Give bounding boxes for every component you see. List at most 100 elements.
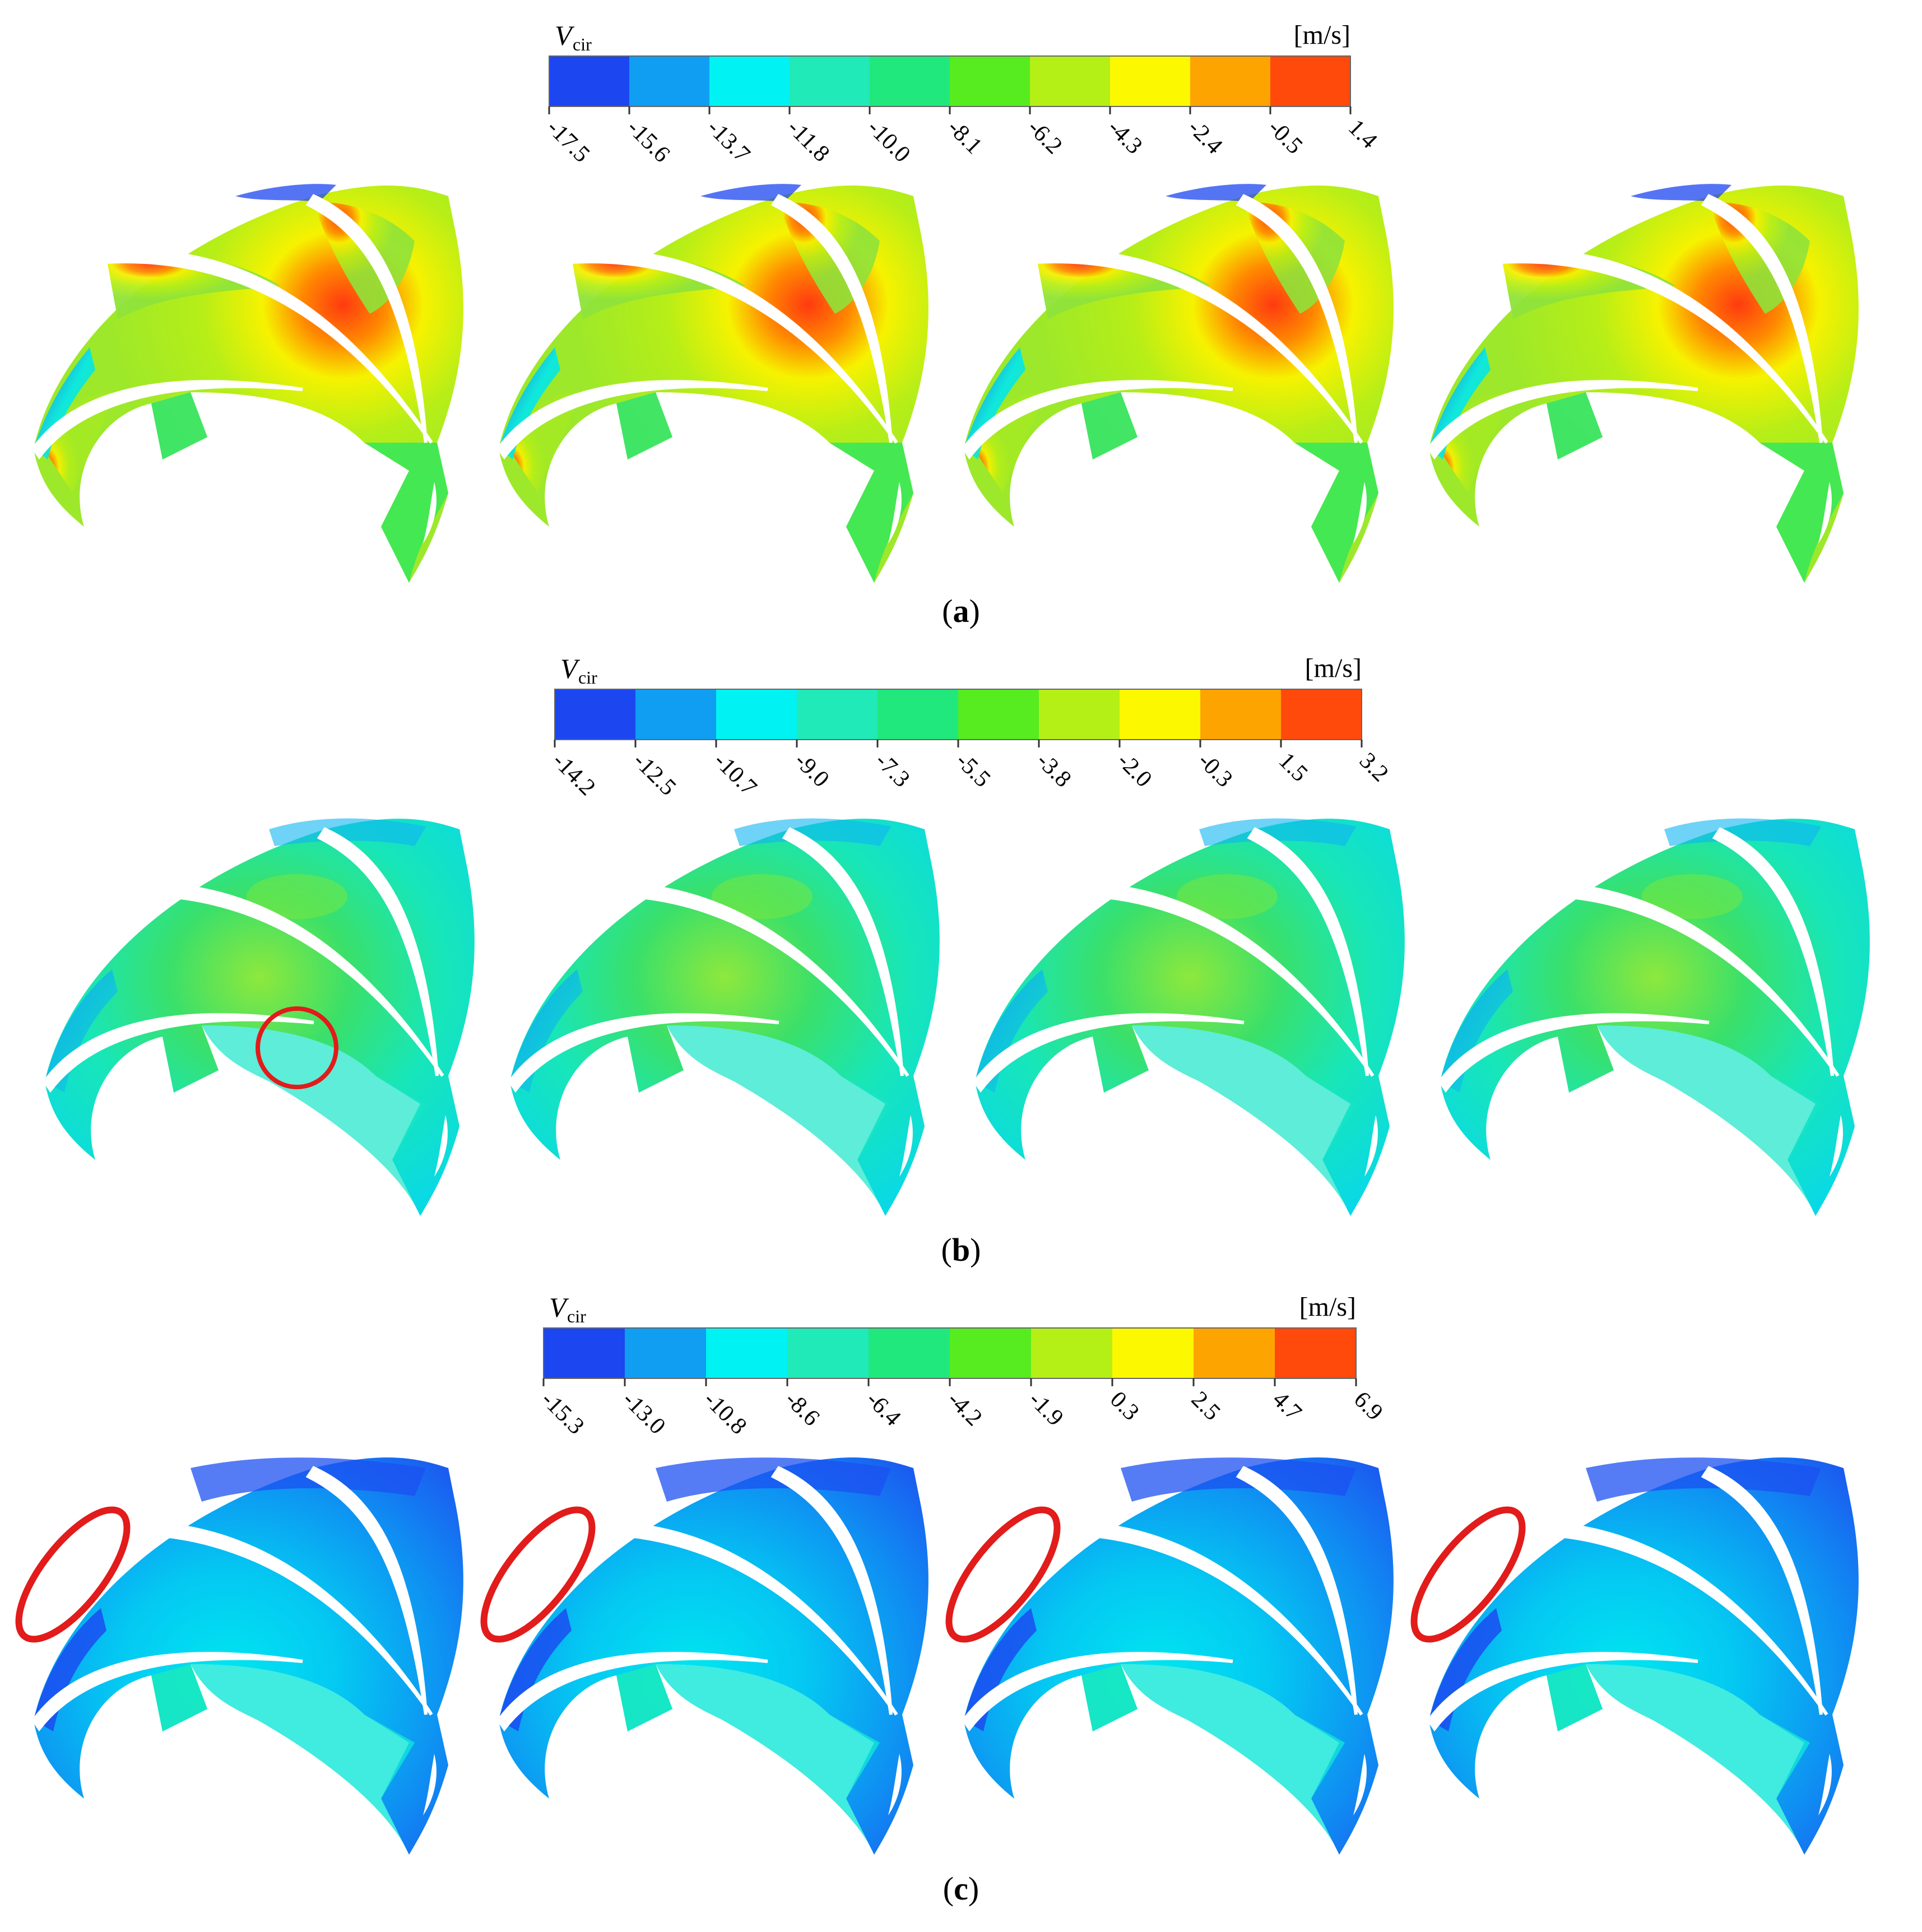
- colorbar-segment: [1031, 1328, 1113, 1378]
- colorbar-unit: [m/s]: [1305, 653, 1362, 683]
- outlet-zone: [1597, 1025, 1821, 1216]
- colorbar-tick-label: -2.4: [1183, 115, 1228, 160]
- colorbar-unit: [m/s]: [1299, 1292, 1356, 1322]
- edge-zone: [235, 184, 336, 202]
- colorbar-title-subscript: cir: [578, 667, 597, 688]
- colorbar-tick-label: -3.8: [1032, 748, 1076, 793]
- colorbar-segment: [950, 56, 1030, 106]
- outlet-zone: [1294, 443, 1378, 583]
- colorbar-tick-label: -6.4: [861, 1387, 906, 1432]
- blade: [1236, 1466, 1358, 1715]
- caption-letter: a: [953, 593, 969, 629]
- highlight-ellipse: [15, 1506, 131, 1643]
- colorbar-segment: [635, 689, 717, 740]
- impeller-passage-b-1: [43, 818, 475, 1216]
- colorbar-segment: [544, 1328, 625, 1378]
- blade: [317, 827, 439, 1076]
- colorbar-segment: [706, 1328, 788, 1378]
- colorbar-tick-label: -5.5: [951, 748, 996, 793]
- impeller-passage-b-3: [973, 818, 1405, 1216]
- colorbar-segment: [958, 689, 1039, 740]
- outlet-zone: [656, 1664, 880, 1855]
- caption-paren: ): [969, 593, 980, 629]
- caption-paren: ): [968, 1870, 979, 1907]
- edge-zone: [1166, 184, 1266, 202]
- highlight-ellipse: [945, 1506, 1061, 1643]
- impeller-passage-a-1: [31, 184, 463, 583]
- impeller-passage-c-3: [945, 1457, 1394, 1855]
- blade: [434, 1115, 448, 1177]
- colorbar-segment: [1200, 689, 1282, 740]
- blade: [973, 1013, 1245, 1093]
- edge-zone: [1121, 1457, 1356, 1502]
- colorbar-tick-label: -2.0: [1112, 748, 1157, 793]
- colorbar-tick-label: -14.2: [547, 748, 600, 801]
- blade: [1701, 1466, 1823, 1715]
- colorbar-title-subscript: cir: [573, 34, 592, 54]
- blade: [1491, 249, 1828, 444]
- blade: [1427, 380, 1698, 460]
- colorbar-segment: [1030, 56, 1111, 106]
- colorbar-segment: [797, 689, 878, 740]
- colorbar-tick-label: -13.7: [702, 115, 755, 168]
- midflow-zone: [247, 874, 347, 919]
- outlet-zone: [667, 1025, 891, 1216]
- colorbar-tick-label: -17.5: [542, 115, 595, 168]
- blade: [1247, 827, 1369, 1076]
- edge-zone: [269, 818, 426, 846]
- colorbar-tick-label: -10.0: [862, 115, 915, 168]
- blade: [496, 380, 768, 460]
- colorbar-title: V: [555, 20, 575, 51]
- blade: [43, 1013, 314, 1093]
- outlet-zone: [1547, 1664, 1603, 1731]
- colorbar-tick-label: 0.3: [1105, 1387, 1144, 1426]
- blade: [1025, 249, 1363, 444]
- outlet-zone: [364, 443, 448, 583]
- outlet-zone: [1081, 1664, 1138, 1731]
- edge-zone: [700, 184, 801, 202]
- blade: [305, 194, 428, 443]
- outlet-zone: [616, 1664, 672, 1731]
- blade: [1491, 1521, 1828, 1716]
- colorbar-segment: [716, 689, 797, 740]
- blade: [1830, 1115, 1843, 1177]
- colorbar-tick-label: -1.9: [1024, 1387, 1069, 1432]
- colorbar-tick-label: -10.8: [699, 1387, 751, 1439]
- colorbar-segment: [549, 56, 630, 106]
- caption-letter: c: [954, 1870, 968, 1907]
- colorbar-tick-label: -12.5: [628, 748, 681, 801]
- colorbar-tick-label: -7.3: [870, 748, 915, 793]
- colorbar-tick-label: -0.3: [1193, 748, 1238, 793]
- blade: [31, 380, 303, 460]
- colorbar-tick-label: -4.3: [1103, 115, 1148, 160]
- colorbar-segment: [1190, 56, 1271, 106]
- colorbar-title: V: [549, 1292, 569, 1323]
- outlet-zone: [1759, 443, 1844, 583]
- blade: [888, 1754, 902, 1815]
- blade: [1427, 1652, 1698, 1732]
- blade: [1818, 1754, 1832, 1815]
- colorbar-tick-label: -4.2: [943, 1387, 987, 1432]
- colorbar-tick-label: -13.0: [618, 1387, 670, 1439]
- outlet-zone: [151, 392, 207, 459]
- colorbar-segment: [950, 1328, 1032, 1378]
- blade: [770, 194, 893, 443]
- colorbar-tick-label: 2.5: [1186, 1387, 1225, 1426]
- impeller-passage-a-3: [962, 184, 1394, 583]
- colorbar-title: V: [560, 653, 581, 684]
- highlight-circle: [256, 1006, 338, 1089]
- blade: [95, 249, 433, 444]
- colorbar-tick-label: 6.9: [1349, 1387, 1388, 1426]
- outlet-zone: [1547, 392, 1603, 459]
- colorbar-segment: [870, 56, 950, 106]
- caption-paren: (: [942, 593, 953, 629]
- blade: [106, 882, 444, 1077]
- blade: [95, 1521, 433, 1716]
- caption-letter: b: [952, 1232, 970, 1268]
- blade: [1818, 482, 1832, 544]
- colorbar-segment: [625, 1328, 707, 1378]
- blade: [782, 827, 904, 1076]
- outlet-zone: [1081, 392, 1138, 459]
